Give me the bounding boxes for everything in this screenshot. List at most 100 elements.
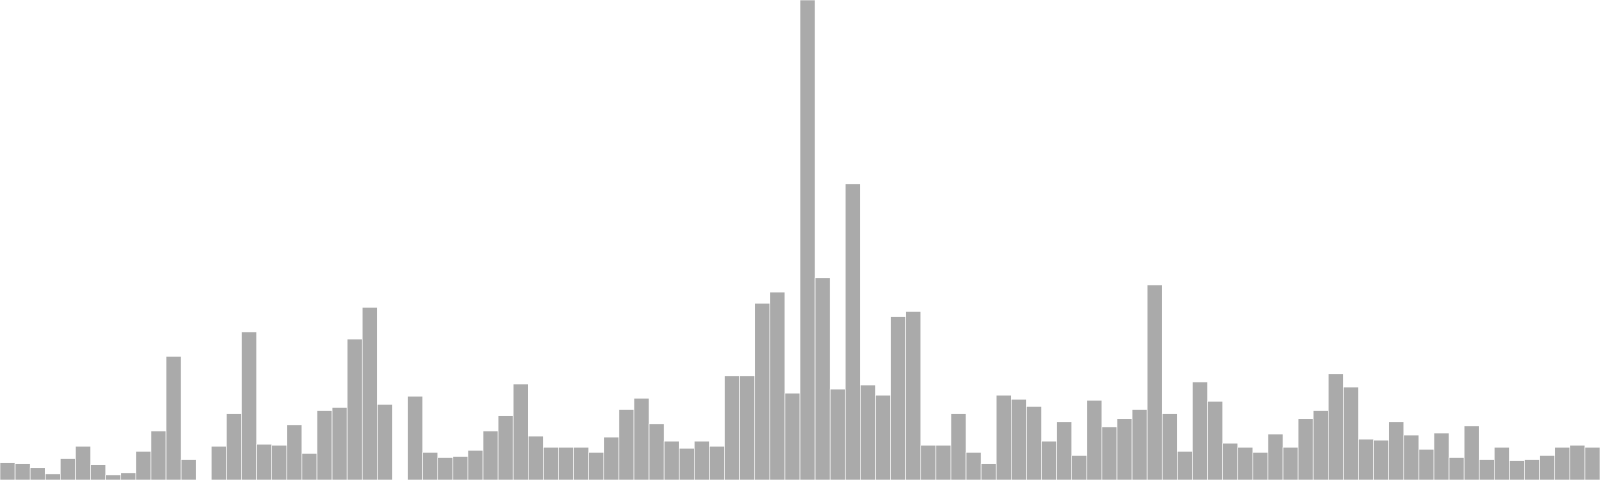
- bar-34: [512, 383, 529, 480]
- bar-27: [407, 395, 423, 480]
- bar-47: [709, 445, 725, 480]
- bar-58: [875, 394, 891, 480]
- bar-5: [75, 445, 91, 480]
- bar-62: [935, 444, 952, 480]
- bar-36: [543, 447, 559, 480]
- bar-29: [437, 457, 454, 480]
- bar-33: [497, 415, 514, 480]
- bar-38: [573, 447, 589, 480]
- bar-96: [1448, 457, 1465, 480]
- bar-16: [241, 331, 257, 480]
- bar-84: [1267, 433, 1284, 480]
- bar-60: [905, 311, 922, 480]
- bar-76: [1146, 284, 1163, 480]
- bar-78: [1177, 451, 1193, 480]
- bar-9: [135, 451, 152, 480]
- bar-28: [422, 452, 439, 480]
- bar-30: [452, 456, 469, 480]
- bar-91: [1373, 439, 1389, 480]
- bar-31: [467, 450, 484, 480]
- bar-81: [1222, 442, 1239, 480]
- bar-100: [1509, 460, 1525, 480]
- bar-103: [1554, 447, 1571, 480]
- bar-4: [60, 458, 76, 480]
- bar-6: [90, 464, 106, 480]
- bar-70: [1056, 421, 1072, 480]
- bar-61: [920, 444, 937, 480]
- bar-90: [1358, 438, 1374, 480]
- bar-42: [633, 397, 650, 480]
- bar-72: [1086, 400, 1103, 480]
- bar-19: [286, 424, 303, 480]
- bar-20: [301, 453, 318, 480]
- bar-0: [0, 462, 16, 480]
- bar-24: [361, 307, 378, 480]
- bar-69: [1041, 440, 1057, 480]
- bar-32: [482, 430, 499, 480]
- bar-97: [1463, 425, 1480, 480]
- bar-102: [1539, 455, 1556, 480]
- bar-65: [980, 463, 997, 480]
- bar-104: [1569, 444, 1586, 480]
- bar-43: [648, 423, 665, 480]
- bar-1: [14, 463, 31, 480]
- bar-21: [316, 410, 333, 480]
- bar-93: [1403, 434, 1420, 480]
- bar-35: [527, 435, 544, 480]
- bar-101: [1524, 459, 1540, 480]
- bar-7: [105, 474, 122, 480]
- bar-82: [1237, 447, 1254, 480]
- bar-56: [844, 183, 861, 480]
- bar-3: [44, 473, 61, 480]
- bar-77: [1161, 413, 1178, 480]
- bar-15: [226, 413, 242, 480]
- bar-105: [1584, 447, 1600, 480]
- bar-14: [211, 445, 227, 480]
- bar-64: [965, 452, 982, 480]
- bar-87: [1312, 410, 1329, 480]
- bar-46: [694, 440, 710, 480]
- bar-53: [799, 0, 816, 480]
- bar-49: [739, 375, 756, 480]
- bar-10: [150, 430, 167, 480]
- bar-55: [829, 388, 846, 480]
- bar-94: [1418, 449, 1435, 480]
- bar-50: [754, 303, 771, 480]
- bar-95: [1433, 432, 1450, 480]
- bar-23: [346, 338, 363, 480]
- bar-18: [271, 444, 288, 480]
- bar-2: [29, 467, 46, 480]
- bar-63: [950, 413, 967, 480]
- bar-79: [1192, 381, 1208, 480]
- bar-80: [1207, 401, 1223, 480]
- bar-57: [860, 384, 876, 480]
- bar-11: [165, 356, 182, 480]
- bar-12: [180, 459, 197, 480]
- bar-37: [558, 447, 574, 480]
- bar-8: [120, 472, 137, 480]
- bar-54: [814, 277, 831, 480]
- bar-41: [618, 409, 635, 480]
- bar-67: [1011, 399, 1027, 480]
- bar-45: [678, 448, 695, 480]
- bar-71: [1071, 455, 1088, 480]
- bar-88: [1328, 373, 1344, 480]
- bar-48: [724, 375, 740, 480]
- bar-68: [1026, 406, 1042, 480]
- bar-17: [256, 443, 272, 480]
- bar-98: [1478, 459, 1495, 480]
- bar-22: [331, 407, 348, 480]
- bar-73: [1101, 426, 1118, 480]
- bar-59: [890, 316, 906, 480]
- bar-44: [663, 440, 680, 480]
- bar-39: [588, 452, 605, 480]
- bar-89: [1343, 386, 1359, 480]
- bar-74: [1116, 418, 1133, 480]
- bar-66: [995, 394, 1012, 480]
- bar-52: [784, 392, 801, 480]
- bar-25: [377, 404, 393, 480]
- bar-75: [1131, 409, 1148, 480]
